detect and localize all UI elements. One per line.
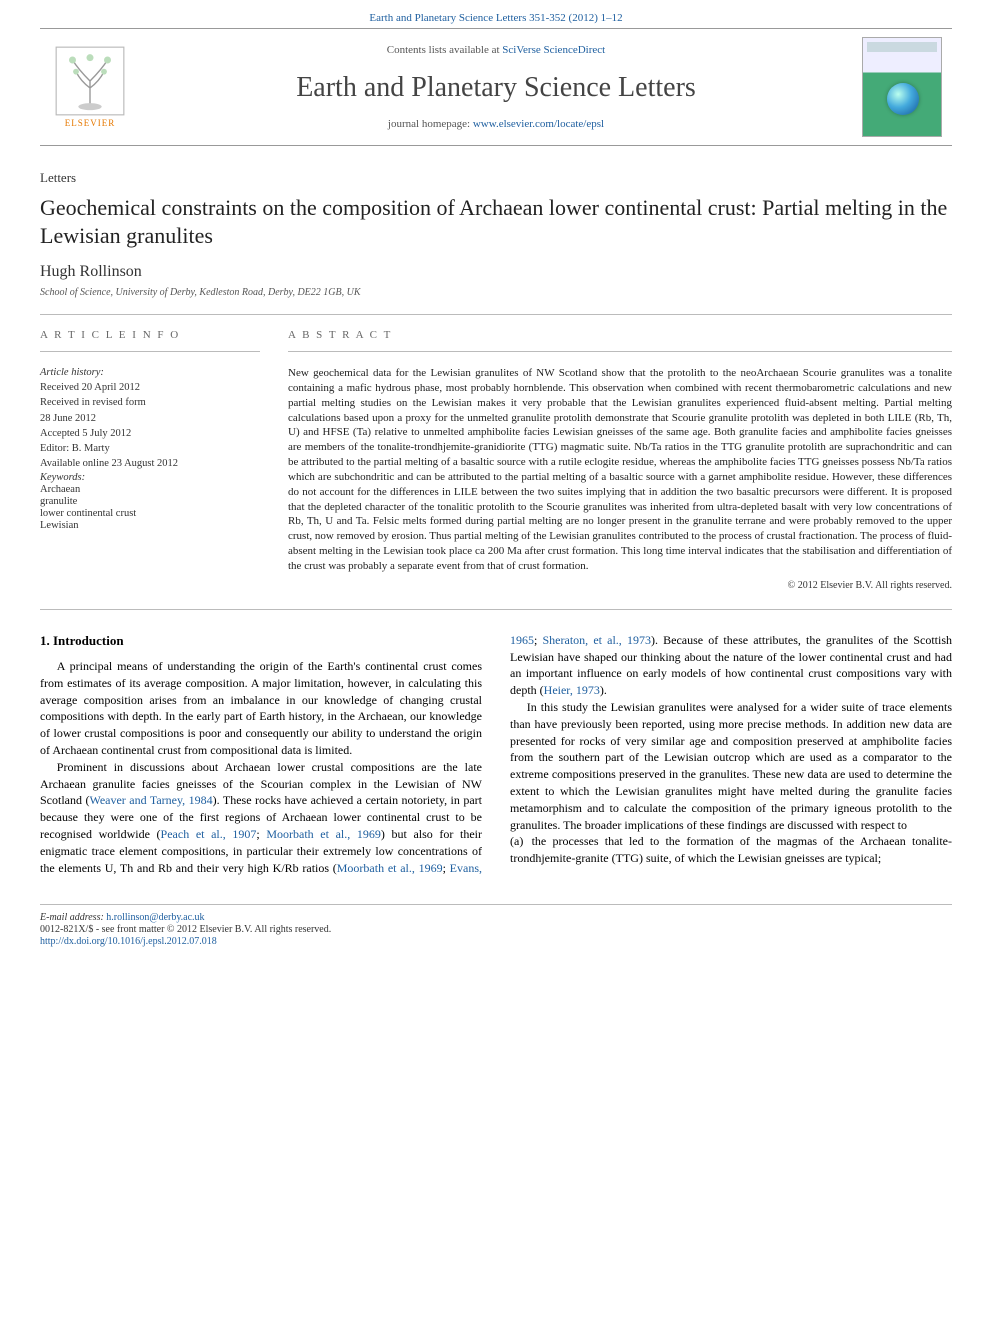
history-item: Received 20 April 2012 <box>40 381 260 395</box>
citation-link[interactable]: Peach et al., 1907 <box>161 827 257 841</box>
author-name: Hugh Rollinson <box>40 263 952 281</box>
journal-title: Earth and Planetary Science Letters <box>140 72 852 104</box>
article-info-heading: A R T I C L E I N F O <box>40 329 260 341</box>
keyword: Lewisian <box>40 520 260 531</box>
divider <box>40 351 260 352</box>
running-head-text: Earth and Planetary Science Letters 351-… <box>369 12 622 24</box>
text-run: ; <box>256 827 266 841</box>
article-info-row: A R T I C L E I N F O Article history: R… <box>40 329 952 591</box>
footer-left: E-mail address: h.rollinson@derby.ac.uk … <box>40 911 331 948</box>
keyword: lower continental crust <box>40 508 260 519</box>
keywords-label: Keywords: <box>40 472 260 483</box>
body-paragraph: In this study the Lewisian granulites we… <box>510 699 952 833</box>
contents-pre: Contents lists available at <box>387 44 502 56</box>
running-head: Earth and Planetary Science Letters 351-… <box>0 0 992 28</box>
abstract-text: New geochemical data for the Lewisian gr… <box>288 366 952 574</box>
abstract-heading: A B S T R A C T <box>288 329 952 341</box>
body-columns: 1. Introduction A principal means of und… <box>40 632 952 877</box>
section-heading-intro: 1. Introduction <box>40 632 482 650</box>
divider <box>40 609 952 610</box>
citation-link[interactable]: Sheraton, et al., 1973 <box>543 633 651 647</box>
page-footer: E-mail address: h.rollinson@derby.ac.uk … <box>40 904 952 948</box>
keyword: Archaean <box>40 484 260 495</box>
history-item: Editor: B. Marty <box>40 442 260 456</box>
citation-link[interactable]: Weaver and Tarney, 1984 <box>89 793 212 807</box>
journal-homepage-line: journal homepage: www.elsevier.com/locat… <box>140 118 852 130</box>
keyword: granulite <box>40 496 260 507</box>
history-item: Received in revised form <box>40 396 260 410</box>
publisher-logo: ELSEVIER <box>40 29 140 145</box>
email-link[interactable]: h.rollinson@derby.ac.uk <box>106 912 204 923</box>
text-run: ; <box>534 633 543 647</box>
issn-line: 0012-821X/$ - see front matter © 2012 El… <box>40 924 331 935</box>
citation-link[interactable]: Heier, 1973 <box>544 683 600 697</box>
history-item: Accepted 5 July 2012 <box>40 427 260 441</box>
list-label: (a) <box>510 833 532 850</box>
cover-image <box>862 37 942 137</box>
article-title: Geochemical constraints on the compositi… <box>40 194 952 249</box>
divider <box>288 351 952 352</box>
article-history: Article history: Received 20 April 2012 … <box>40 366 260 471</box>
doi-link[interactable]: http://dx.doi.org/10.1016/j.epsl.2012.07… <box>40 936 217 947</box>
corresponding-email: E-mail address: h.rollinson@derby.ac.uk <box>40 912 331 923</box>
body-paragraph: A principal means of understanding the o… <box>40 658 482 759</box>
elsevier-tree-icon <box>55 46 125 116</box>
keywords-block: Keywords: Archaean granulite lower conti… <box>40 472 260 531</box>
sciencedirect-link[interactable]: SciVerse ScienceDirect <box>502 44 605 56</box>
abstract-copyright: © 2012 Elsevier B.V. All rights reserved… <box>288 580 952 591</box>
publisher-name: ELSEVIER <box>65 118 116 128</box>
contents-available-line: Contents lists available at SciVerse Sci… <box>140 44 852 56</box>
list-text: the processes that led to the formation … <box>510 834 952 865</box>
homepage-pre: journal homepage: <box>388 118 473 130</box>
journal-homepage-link[interactable]: www.elsevier.com/locate/epsl <box>473 118 604 130</box>
text-run: ; <box>443 861 450 875</box>
citation-link[interactable]: Moorbath et al., 1969 <box>337 861 443 875</box>
journal-cover-thumbnail <box>852 29 952 145</box>
history-label: Article history: <box>40 366 260 380</box>
abstract-column: A B S T R A C T New geochemical data for… <box>288 329 952 591</box>
history-item: Available online 23 August 2012 <box>40 457 260 471</box>
text-run: ). <box>600 683 607 697</box>
history-item: 28 June 2012 <box>40 412 260 426</box>
list-item: (a)the processes that led to the formati… <box>510 833 952 867</box>
email-label: E-mail address: <box>40 912 104 923</box>
masthead: ELSEVIER Contents lists available at Sci… <box>40 28 952 146</box>
citation-link[interactable]: Moorbath et al., 1969 <box>266 827 381 841</box>
author-affiliation: School of Science, University of Derby, … <box>40 287 952 298</box>
article-info-sidebar: A R T I C L E I N F O Article history: R… <box>40 329 260 591</box>
masthead-center: Contents lists available at SciVerse Sci… <box>140 29 852 145</box>
text-run: the elements U, Th and Rb and their very… <box>40 861 337 875</box>
divider <box>40 314 952 315</box>
article-type-label: Letters <box>40 170 952 186</box>
